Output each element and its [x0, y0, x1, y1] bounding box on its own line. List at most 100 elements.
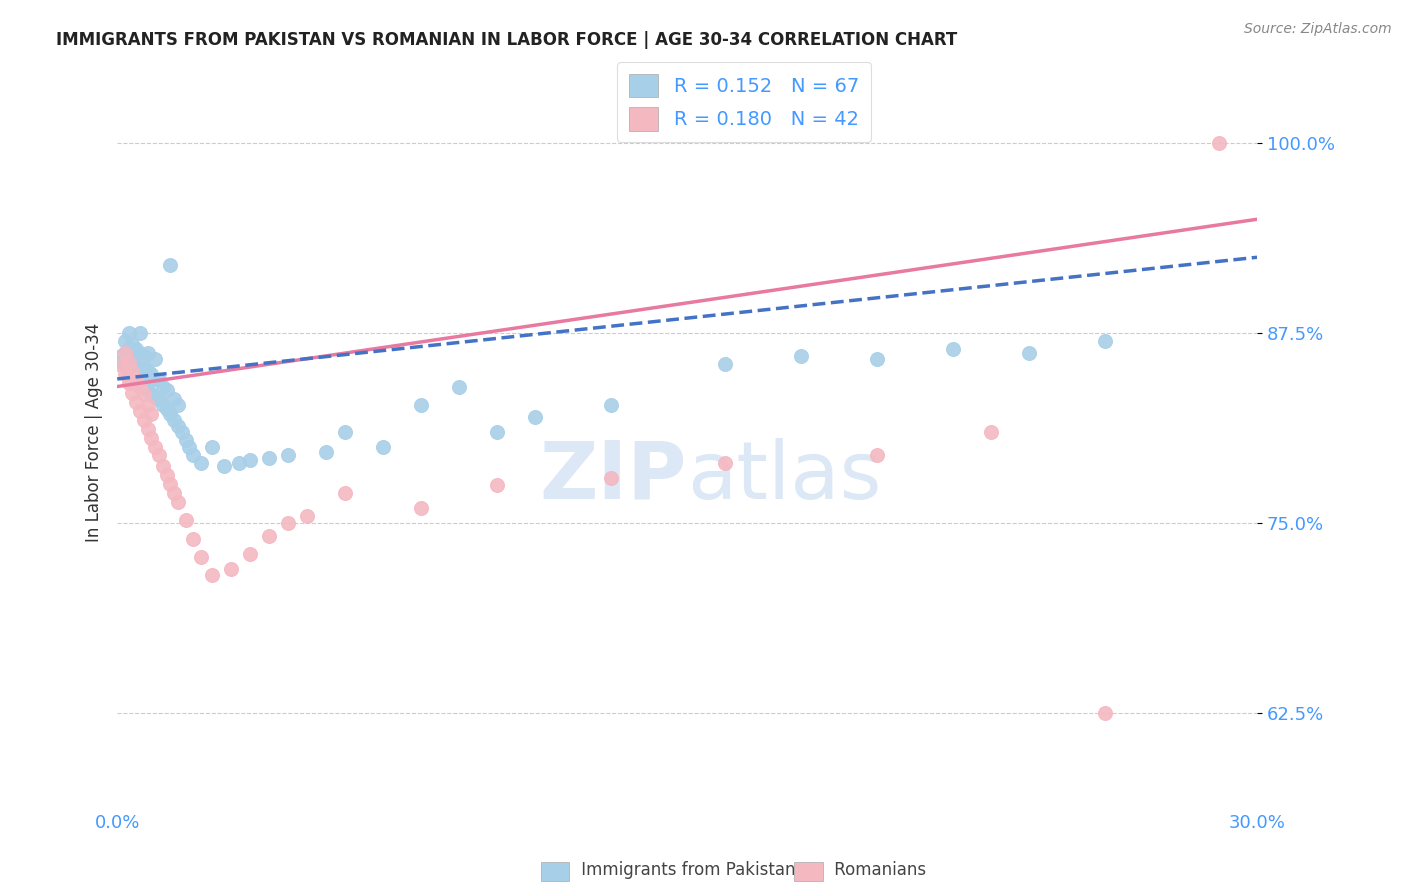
- Point: [121, 385, 143, 400]
- Point: [114, 334, 136, 348]
- Point: [1208, 136, 1230, 151]
- Point: [866, 448, 889, 462]
- Point: [148, 448, 170, 462]
- Point: [277, 448, 299, 462]
- Point: [125, 342, 148, 356]
- Point: [141, 387, 163, 401]
- Point: [110, 355, 132, 369]
- Legend: R = 0.152   N = 67, R = 0.180   N = 42: R = 0.152 N = 67, R = 0.180 N = 42: [617, 62, 870, 143]
- Point: [163, 392, 186, 406]
- Point: [143, 372, 166, 386]
- Text: Source: ZipAtlas.com: Source: ZipAtlas.com: [1244, 22, 1392, 37]
- Point: [129, 346, 152, 360]
- Point: [148, 392, 170, 406]
- Point: [136, 398, 159, 412]
- Point: [152, 458, 174, 473]
- Point: [333, 486, 356, 500]
- Point: [155, 383, 177, 397]
- Point: [121, 349, 143, 363]
- Point: [121, 364, 143, 378]
- Point: [125, 372, 148, 386]
- Point: [155, 402, 177, 417]
- Point: [152, 398, 174, 412]
- Point: [114, 346, 136, 360]
- Point: [411, 398, 433, 412]
- Point: [136, 422, 159, 436]
- Point: [333, 425, 356, 439]
- Point: [219, 562, 242, 576]
- Point: [136, 383, 159, 397]
- Point: [315, 445, 337, 459]
- Point: [167, 398, 190, 412]
- Point: [143, 390, 166, 404]
- Point: [117, 355, 139, 369]
- Point: [125, 372, 148, 386]
- Point: [163, 413, 186, 427]
- Point: [980, 425, 1002, 439]
- Point: [129, 326, 152, 341]
- Point: [1094, 334, 1116, 348]
- Point: [486, 478, 509, 492]
- Point: [181, 448, 204, 462]
- Text: Romanians: Romanians: [808, 861, 927, 879]
- Point: [167, 419, 190, 434]
- Point: [117, 376, 139, 391]
- Point: [174, 513, 197, 527]
- Point: [239, 547, 262, 561]
- Point: [159, 407, 181, 421]
- Point: [212, 458, 235, 473]
- Point: [141, 368, 163, 382]
- Point: [132, 413, 155, 427]
- Point: [228, 456, 250, 470]
- Point: [117, 326, 139, 341]
- Point: [190, 456, 212, 470]
- Point: [143, 352, 166, 367]
- Point: [125, 357, 148, 371]
- Point: [117, 368, 139, 382]
- Point: [257, 528, 280, 542]
- Point: [117, 355, 139, 369]
- Point: [132, 387, 155, 401]
- Point: [129, 379, 152, 393]
- Point: [277, 516, 299, 531]
- Point: [179, 441, 201, 455]
- Point: [600, 471, 623, 485]
- Point: [190, 549, 212, 564]
- Point: [129, 376, 152, 391]
- Point: [167, 495, 190, 509]
- Point: [114, 368, 136, 382]
- Point: [110, 358, 132, 372]
- Point: [600, 398, 623, 412]
- Point: [129, 361, 152, 376]
- Point: [110, 349, 132, 363]
- Point: [129, 404, 152, 418]
- Point: [121, 361, 143, 376]
- Point: [141, 431, 163, 445]
- Point: [373, 441, 395, 455]
- Text: atlas: atlas: [688, 438, 882, 516]
- Y-axis label: In Labor Force | Age 30-34: In Labor Force | Age 30-34: [86, 323, 103, 541]
- Point: [163, 486, 186, 500]
- Point: [201, 568, 224, 582]
- Point: [790, 349, 813, 363]
- Point: [1094, 706, 1116, 721]
- Point: [159, 476, 181, 491]
- Point: [114, 346, 136, 360]
- Point: [152, 379, 174, 393]
- Point: [132, 361, 155, 376]
- Point: [174, 433, 197, 447]
- Text: Immigrants from Pakistan: Immigrants from Pakistan: [555, 861, 796, 879]
- Point: [411, 501, 433, 516]
- Point: [117, 342, 139, 356]
- Point: [714, 456, 737, 470]
- Text: IMMIGRANTS FROM PAKISTAN VS ROMANIAN IN LABOR FORCE | AGE 30-34 CORRELATION CHAR: IMMIGRANTS FROM PAKISTAN VS ROMANIAN IN …: [56, 31, 957, 49]
- Point: [132, 349, 155, 363]
- Point: [136, 364, 159, 378]
- Point: [486, 425, 509, 439]
- Point: [257, 450, 280, 465]
- Point: [1018, 346, 1040, 360]
- Point: [942, 342, 965, 356]
- Point: [201, 441, 224, 455]
- Point: [143, 441, 166, 455]
- Point: [155, 467, 177, 482]
